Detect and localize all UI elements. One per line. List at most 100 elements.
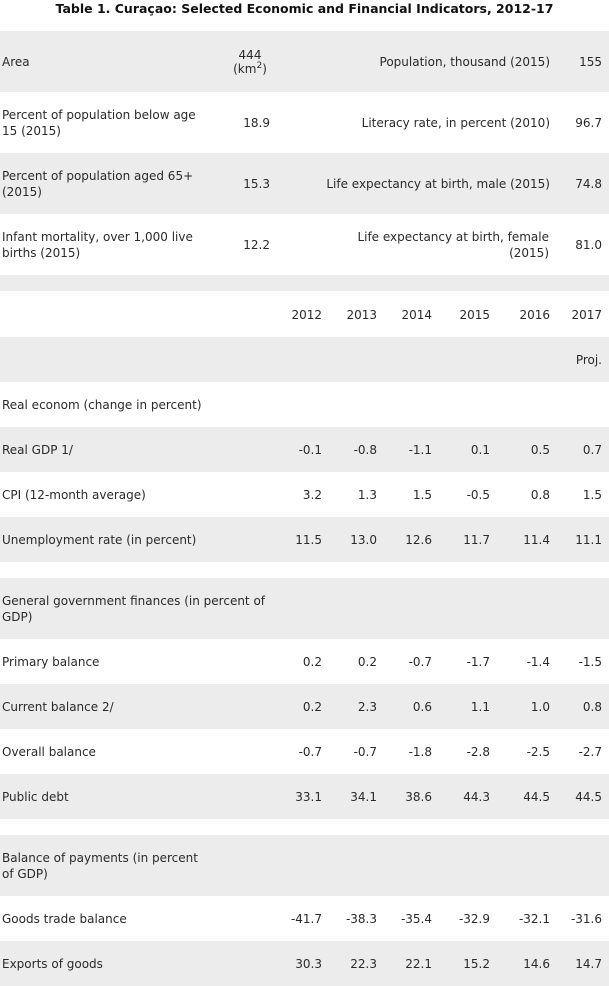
life-male-value: 74.8: [575, 176, 602, 191]
cell-value: 0.6: [412, 699, 432, 714]
cell-value: 44.5: [523, 789, 550, 804]
cell-value: 11.7: [463, 532, 490, 547]
info-row-aged65: Percent of population aged 65+ (2015) 15…: [0, 153, 609, 214]
year-header: 2012: [291, 308, 322, 322]
row-label: CPI (12-month average): [2, 487, 146, 502]
literacy-value: 96.7: [575, 115, 602, 130]
below15-value: 18.9: [243, 115, 270, 130]
cell-value: -32.9: [458, 911, 490, 926]
cell-value: 22.1: [405, 956, 432, 971]
row-label: Exports of goods: [2, 956, 103, 971]
cell-value: 0.5: [530, 442, 550, 457]
table-row: Overall balance -0.7 -0.7 -1.8 -2.8 -2.5…: [0, 729, 609, 774]
table-row: Primary balance 0.2 0.2 -0.7 -1.7 -1.4 -…: [0, 639, 609, 684]
cell-value: -38.3: [345, 911, 377, 926]
cell-value: 11.4: [523, 532, 550, 547]
cell-value: -31.6: [570, 911, 602, 926]
section-header: General government finances (in percent …: [0, 578, 609, 639]
cell-value: 15.2: [463, 956, 490, 971]
table-row: Unemployment rate (in percent) 11.5 13.0…: [0, 517, 609, 562]
cell-value: 1.3: [357, 487, 377, 502]
cell-value: 1.5: [582, 487, 602, 502]
cell-value: -41.7: [290, 911, 322, 926]
cell-value: 44.3: [463, 789, 490, 804]
info-row-below15: Percent of population below age 15 (2015…: [0, 92, 609, 153]
proj-row: Proj.: [0, 337, 609, 382]
cell-value: -1.5: [578, 654, 602, 669]
cell-value: -0.5: [466, 487, 490, 502]
cell-value: 13.0: [350, 532, 377, 547]
table-row: Real GDP 1/ -0.1 -0.8 -1.1 0.1 0.5 0.7: [0, 427, 609, 472]
cell-value: 14.6: [523, 956, 550, 971]
below15-label: Percent of population below age 15 (2015…: [2, 107, 196, 138]
row-label: Unemployment rate (in percent): [2, 532, 197, 547]
life-female-value: 81.0: [575, 237, 602, 252]
cell-value: 1.5: [412, 487, 432, 502]
cell-value: 0.8: [582, 699, 602, 714]
cell-value: -32.1: [518, 911, 550, 926]
table-row: Goods trade balance -41.7 -38.3 -35.4 -3…: [0, 896, 609, 941]
cell-value: 0.2: [302, 699, 322, 714]
cell-value: -1.8: [408, 744, 432, 759]
life-female-label: Life expectancy at birth, female (2015): [357, 229, 549, 260]
cell-value: 44.5: [575, 789, 602, 804]
cell-value: 2.3: [357, 699, 377, 714]
cell-value: 30.3: [295, 956, 322, 971]
cell-value: -2.8: [466, 744, 490, 759]
section-header-label: General government finances (in percent …: [2, 593, 266, 624]
table-row: Exports of goods 30.3 22.3 22.1 15.2 14.…: [0, 941, 609, 986]
cell-value: 33.1: [295, 789, 322, 804]
spacer-row: [0, 275, 609, 291]
row-label: Real GDP 1/: [2, 442, 73, 457]
cell-value: -2.7: [578, 744, 602, 759]
infant-label: Infant mortality, over 1,000 live births…: [2, 229, 193, 260]
cell-value: 0.2: [302, 654, 322, 669]
cell-value: -1.4: [526, 654, 550, 669]
info-row-infant: Infant mortality, over 1,000 live births…: [0, 214, 609, 275]
cell-value: -0.7: [353, 744, 377, 759]
year-header: 2016: [519, 308, 550, 322]
cell-value: 11.1: [575, 532, 602, 547]
year-header: 2014: [401, 308, 432, 322]
cell-value: 1.1: [470, 699, 490, 714]
cell-value: -35.4: [400, 911, 432, 926]
cell-value: 0.7: [582, 442, 602, 457]
section-header: Real econom (change in percent): [0, 382, 609, 427]
section-header: Balance of payments (in percent of GDP): [0, 835, 609, 896]
infant-value: 12.2: [243, 237, 270, 252]
row-label: Current balance 2/: [2, 699, 114, 714]
year-header: 2017: [571, 308, 602, 322]
info-row-area: Area 444 (km2) Population, thousand (2015…: [0, 31, 609, 92]
population-label: Population, thousand (2015): [379, 54, 550, 69]
cell-value: 3.2: [302, 487, 322, 502]
table-row: CPI (12-month average) 3.2 1.3 1.5 -0.5 …: [0, 472, 609, 517]
table-row: Current balance 2/ 0.2 2.3 0.6 1.1 1.0 0…: [0, 684, 609, 729]
section-header-label: Real econom (change in percent): [2, 397, 202, 412]
row-label: Primary balance: [2, 654, 100, 669]
cell-value: 14.7: [575, 956, 602, 971]
cell-value: -0.7: [298, 744, 322, 759]
literacy-label: Literacy rate, in percent (2010): [361, 115, 550, 130]
cell-value: -0.8: [353, 442, 377, 457]
table-row: Public debt 33.1 34.1 38.6 44.3 44.5 44.…: [0, 774, 609, 819]
cell-value: 1.0: [530, 699, 550, 714]
cell-value: 22.3: [350, 956, 377, 971]
cell-value: -1.7: [466, 654, 490, 669]
year-header: 2015: [459, 308, 490, 322]
cell-value: 0.2: [357, 654, 377, 669]
cell-value: 38.6: [405, 789, 432, 804]
cell-value: -0.1: [298, 442, 322, 457]
proj-label: Proj.: [575, 352, 602, 367]
cell-value: -0.7: [408, 654, 432, 669]
population-value: 155: [579, 54, 602, 69]
row-label: Goods trade balance: [2, 911, 127, 926]
cell-value: 0.8: [530, 487, 550, 502]
section-header-label: Balance of payments (in percent of GDP): [2, 850, 198, 881]
aged65-value: 15.3: [243, 176, 270, 191]
cell-value: 0.1: [470, 442, 490, 457]
life-male-label: Life expectancy at birth, male (2015): [326, 176, 550, 191]
cell-value: 12.6: [405, 532, 432, 547]
cell-value: 34.1: [350, 789, 377, 804]
aged65-label: Percent of population aged 65+ (2015): [2, 168, 194, 199]
row-label: Overall balance: [2, 744, 96, 759]
